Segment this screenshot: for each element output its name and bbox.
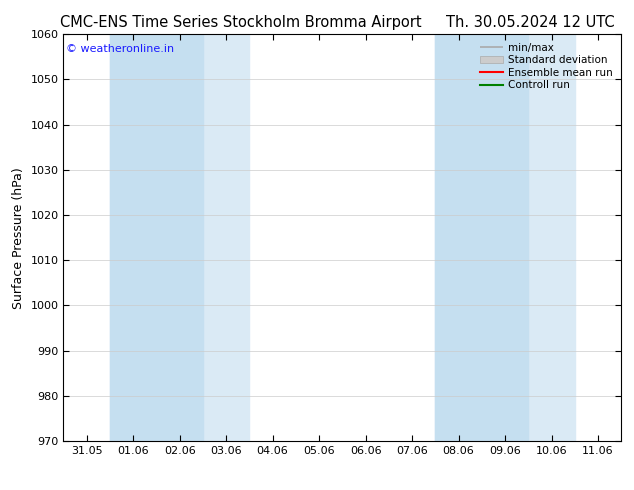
Y-axis label: Surface Pressure (hPa): Surface Pressure (hPa) [12, 167, 25, 309]
Bar [110, 34, 249, 441]
Text: CMC-ENS Time Series Stockholm Bromma Airport: CMC-ENS Time Series Stockholm Bromma Air… [60, 15, 422, 30]
Text: © weatheronline.in: © weatheronline.in [66, 45, 174, 54]
Bar [436, 34, 575, 441]
Text: Th. 30.05.2024 12 UTC: Th. 30.05.2024 12 UTC [446, 15, 615, 30]
Bar [110, 34, 203, 441]
Legend: min/max, Standard deviation, Ensemble mean run, Controll run: min/max, Standard deviation, Ensemble me… [477, 40, 616, 94]
Bar [436, 34, 528, 441]
